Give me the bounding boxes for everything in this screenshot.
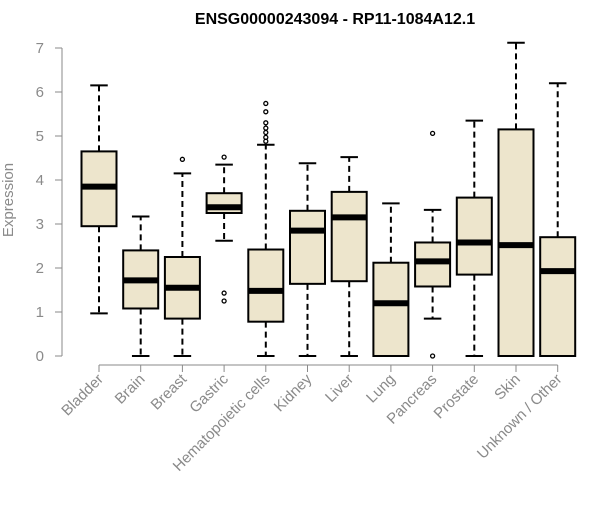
outlier-point: [263, 125, 269, 131]
outlier-point: [429, 353, 436, 359]
iqr-box: [372, 261, 410, 357]
outlier-point: [221, 290, 227, 296]
outlier-point: [263, 120, 269, 126]
boxes-group: [80, 41, 577, 359]
box-group: [539, 82, 577, 357]
box-group: [80, 84, 118, 315]
box-group: [205, 154, 243, 304]
iqr-box: [539, 236, 577, 357]
box-group: [372, 202, 410, 357]
outlier-point: [263, 129, 269, 136]
x-tick-label: Kidney: [271, 370, 316, 415]
box-group: [247, 100, 285, 357]
box-group: [497, 41, 535, 357]
outlier-point: [179, 156, 186, 162]
chart-title: ENSG00000243094 - RP11-1084A12.1: [195, 11, 475, 28]
y-tick-label: 4: [36, 172, 44, 189]
y-tick-label: 5: [36, 128, 44, 145]
box-group: [163, 156, 201, 357]
outlier-point: [263, 134, 269, 140]
y-tick-label: 0: [36, 348, 44, 365]
x-tick-label: Lung: [363, 371, 399, 407]
box-group: [289, 162, 326, 357]
x-tick-label: Brain: [112, 371, 149, 408]
box-group: [414, 130, 452, 359]
outlier-point: [263, 109, 269, 115]
x-tick-label: Bladder: [58, 371, 107, 420]
x-tick-label: Liver: [322, 371, 357, 406]
iqr-box: [247, 248, 285, 323]
y-axis-label: Expression: [0, 163, 17, 237]
x-tick-label: Breast: [148, 370, 191, 413]
outlier-point: [221, 298, 227, 304]
iqr-box: [455, 196, 493, 276]
y-tick-label: 7: [36, 40, 44, 57]
x-tick-label: Skin: [491, 371, 524, 404]
y-tick-label: 6: [36, 84, 44, 101]
iqr-box: [414, 241, 452, 288]
iqr-box: [330, 190, 368, 283]
x-tick-label: Prostate: [431, 371, 483, 423]
box-group: [330, 156, 368, 357]
box-group: [455, 119, 493, 357]
y-tick-label: 3: [36, 216, 44, 233]
iqr-box: [289, 209, 326, 285]
outlier-point: [221, 154, 227, 160]
y-tick-label: 2: [36, 260, 44, 277]
y-tick-label: 1: [36, 304, 44, 321]
outlier-point: [429, 130, 436, 137]
box-group: [122, 215, 160, 357]
outlier-point: [263, 100, 269, 107]
